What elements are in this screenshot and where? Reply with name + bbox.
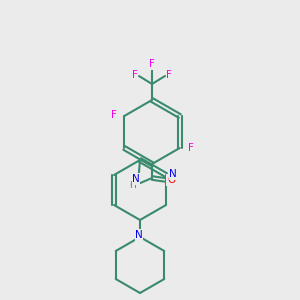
Text: F: F xyxy=(132,70,138,80)
Text: N: N xyxy=(135,230,143,240)
Text: N: N xyxy=(169,169,177,179)
Text: O: O xyxy=(167,175,175,185)
Text: F: F xyxy=(111,110,117,120)
Text: F: F xyxy=(166,70,172,80)
Text: F: F xyxy=(188,143,194,153)
Text: H: H xyxy=(129,181,135,190)
Text: F: F xyxy=(149,59,155,69)
Text: N: N xyxy=(132,174,140,184)
